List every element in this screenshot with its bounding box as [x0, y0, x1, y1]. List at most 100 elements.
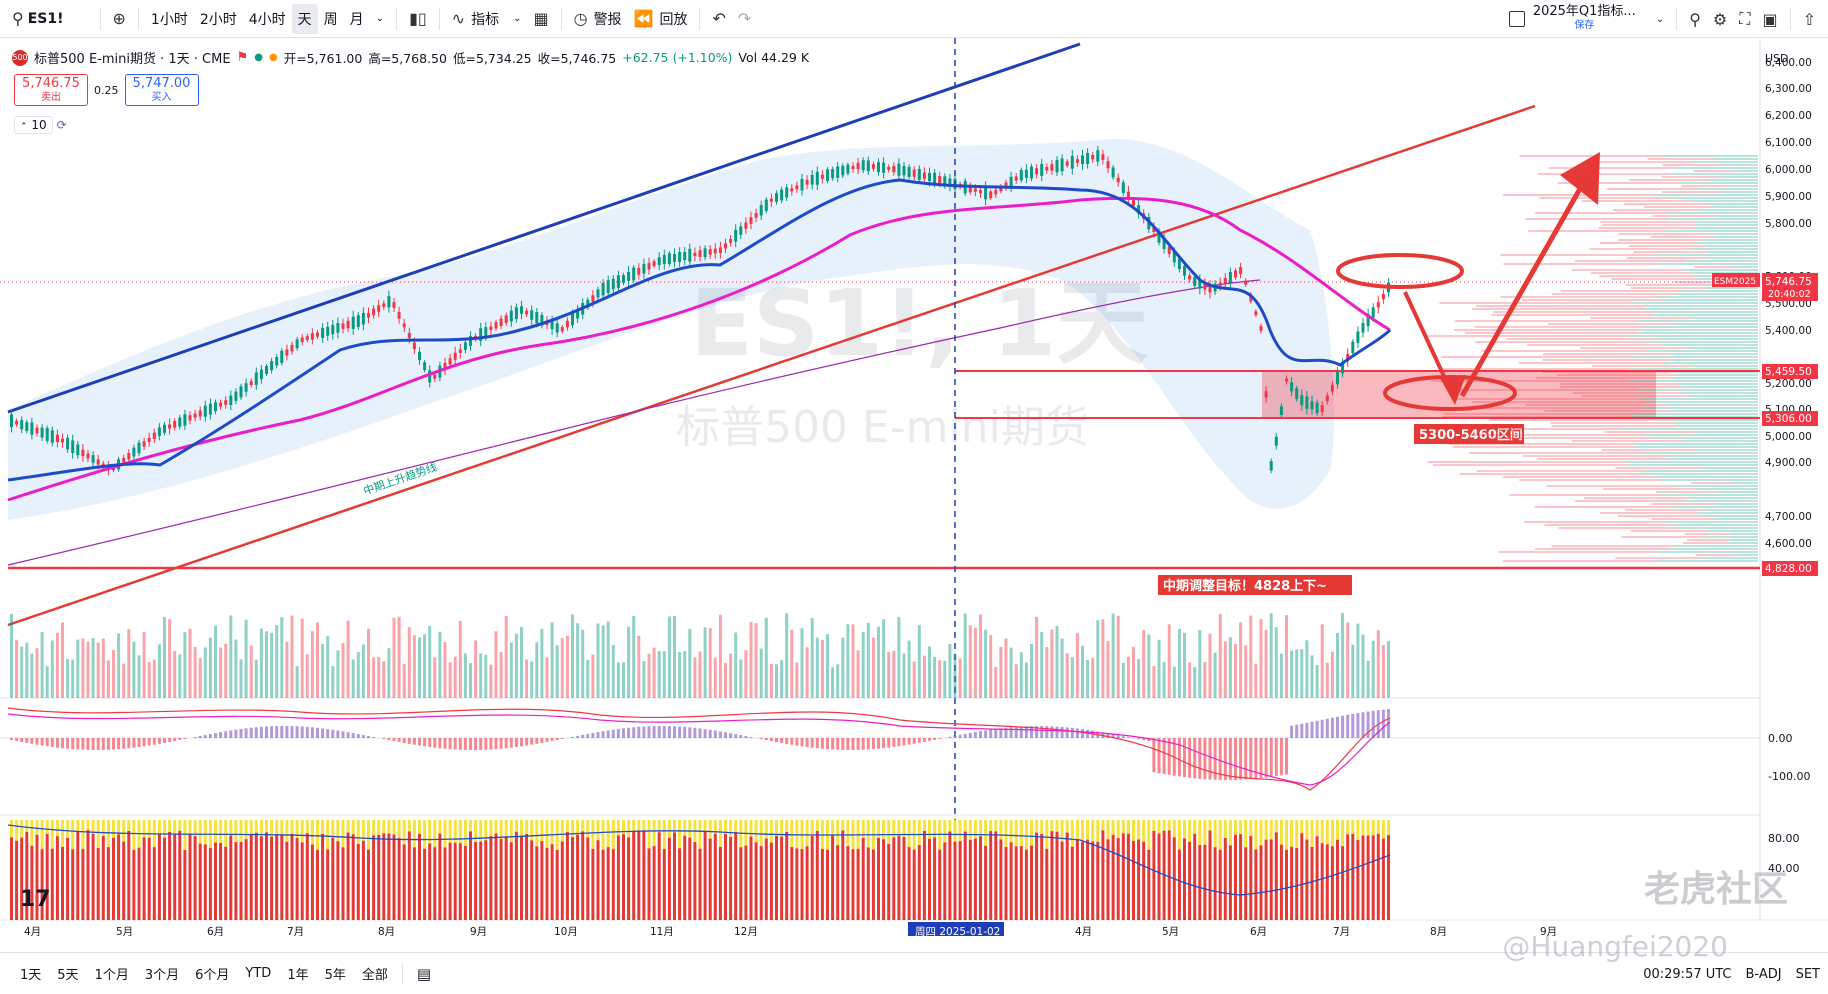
time-scale[interactable]: 4月5月6月7月8月9月10月11月12月2月3月4月5月6月7月8月9月 [24, 926, 1557, 936]
range-ytd[interactable]: YTD [245, 966, 272, 981]
indicator-collapse-button[interactable]: ⌃ 10 [14, 116, 53, 134]
range-all[interactable]: 全部 [361, 968, 388, 983]
osc-bottom-bar [973, 838, 977, 920]
volume-bar [122, 663, 126, 698]
osc-top-bar [754, 820, 758, 843]
volume-bar [1325, 662, 1329, 698]
annotation-ellipse-top[interactable] [1336, 253, 1464, 289]
candle-body [71, 440, 75, 453]
profile-bar-buy [1671, 353, 1758, 355]
interval-1h[interactable]: 1小时 [150, 11, 188, 28]
settings-button[interactable]: ⚙ [1707, 4, 1733, 34]
osc-bottom-bar [571, 837, 574, 920]
range-6m[interactable]: 6个月 [195, 968, 230, 983]
candle-body [443, 362, 447, 371]
candle-body [790, 188, 794, 192]
volume-bar [581, 629, 585, 698]
range-5d[interactable]: 5天 [57, 968, 79, 983]
osc-bottom-bar [744, 845, 748, 920]
osc-top-bar [1116, 820, 1120, 839]
price-scale[interactable]: 6,400.006,300.006,200.006,100.006,000.00… [1765, 57, 1812, 577]
volume-bar [249, 645, 253, 698]
symbol-search[interactable]: ⚲ ES1! [0, 4, 70, 34]
interval-1m[interactable]: 月 [349, 11, 364, 28]
profile-bar-sell [1519, 479, 1663, 481]
candle-body [1218, 282, 1222, 286]
osc-bottom-bar [912, 849, 916, 920]
add-symbol-button[interactable]: ⊕ [107, 4, 132, 34]
osc-bottom-bar [928, 838, 931, 920]
candle-body [775, 193, 778, 202]
osc-top-bar [1096, 820, 1100, 842]
volume-profile [1421, 155, 1758, 562]
upper-channel-line[interactable] [7, 42, 1081, 414]
interval-dropdown[interactable]: ⌄ [370, 4, 390, 34]
macd-histogram-bar [1075, 728, 1079, 738]
fullscreen-button[interactable]: ⛶ [1733, 4, 1756, 34]
osc-top-bar [458, 820, 462, 844]
volume-bar [1300, 649, 1304, 698]
osc-top-bar [520, 820, 523, 837]
snapshot-button[interactable]: ▣ [1756, 4, 1783, 34]
replay-button[interactable]: ⏪ 回放 [628, 4, 694, 34]
range-5y[interactable]: 5年 [324, 968, 346, 983]
alarm-clock-icon: ◷ [573, 9, 588, 28]
session-toggle[interactable]: SET [1795, 966, 1820, 982]
osc-top-bar [984, 820, 988, 846]
osc-bottom-bar [1142, 841, 1146, 920]
volume-bar [729, 653, 733, 698]
bid-ask-panel: 5,746.75 卖出 0.25 5,747.00 买入 [14, 74, 199, 106]
macd-histogram-bar [106, 738, 110, 750]
macd-histogram-bar [1244, 738, 1248, 780]
volume-bar [922, 655, 926, 698]
osc-top-bar [1264, 820, 1268, 840]
buy-button[interactable]: 5,747.00 买入 [124, 74, 199, 106]
undo-button[interactable]: ↶ [706, 4, 731, 34]
candle-body [499, 318, 503, 326]
templates-button[interactable]: ▦ [527, 4, 554, 34]
quick-search-button[interactable]: ⚲ [1683, 4, 1707, 34]
flag-icon[interactable]: ⚑ [236, 50, 249, 65]
candle-body [591, 295, 595, 302]
candle-body [831, 169, 835, 179]
profile-bar-buy [1668, 506, 1758, 508]
osc-bottom-bar [861, 837, 865, 920]
osc-top-bar [703, 820, 707, 832]
adjustment-toggle[interactable]: B-ADJ [1745, 966, 1782, 982]
publish-button[interactable]: ⇧ [1797, 4, 1822, 34]
osc-bottom-bar [1366, 835, 1370, 920]
macd-histogram-bar [407, 738, 411, 744]
interval-1d[interactable]: 天 [291, 3, 318, 34]
layout-menu[interactable]: 2025年Q1指标... 保存 ⌄ [1503, 4, 1670, 34]
osc-bottom-bar [1300, 833, 1304, 920]
interval-2h[interactable]: 2小时 [199, 11, 237, 28]
chart-canvas[interactable]: ES1!, 1天 标普500 E-mini期货 中期上升趋势线 5300-546… [0, 38, 1828, 936]
symbol-title[interactable]: 标普500 E-mini期货 · 1天 · CME [34, 52, 231, 67]
macd-histogram-bar [157, 738, 161, 744]
sell-button[interactable]: 5,746.75 卖出 [14, 74, 88, 106]
chart-type-button[interactable]: ▮▯ [403, 4, 433, 34]
interval-1w[interactable]: 周 [323, 11, 338, 28]
range-1y[interactable]: 1年 [287, 968, 309, 983]
bottom-right: 00:29:57 UTC B-ADJ SET [1643, 953, 1820, 994]
osc-bottom-bar [117, 834, 121, 920]
volume-bar [367, 628, 370, 698]
volume-bar [270, 632, 274, 698]
indicators-button[interactable]: ∿ 指标 ⌄ [446, 4, 528, 34]
volume-bar [984, 629, 988, 698]
sync-icon[interactable]: ⟳ [56, 118, 67, 132]
range-1d[interactable]: 1天 [20, 968, 42, 983]
alert-button[interactable]: ◷ 警报 [568, 4, 628, 34]
candle-body [1081, 155, 1084, 165]
range-1m[interactable]: 1个月 [94, 968, 129, 983]
utc-clock[interactable]: 00:29:57 UTC [1643, 966, 1732, 982]
redo-button[interactable]: ↷ [732, 4, 757, 34]
macd-histogram-bar [933, 738, 937, 740]
volume-bar [163, 616, 166, 698]
up-arrow-line[interactable] [1459, 178, 1588, 398]
goto-date-button[interactable]: ▤ [409, 965, 439, 983]
osc-bottom-bar [1101, 830, 1105, 920]
mid-term-uptrend-line[interactable] [7, 104, 1536, 627]
interval-4h[interactable]: 4小时 [248, 11, 286, 28]
range-3m[interactable]: 3个月 [144, 968, 180, 983]
